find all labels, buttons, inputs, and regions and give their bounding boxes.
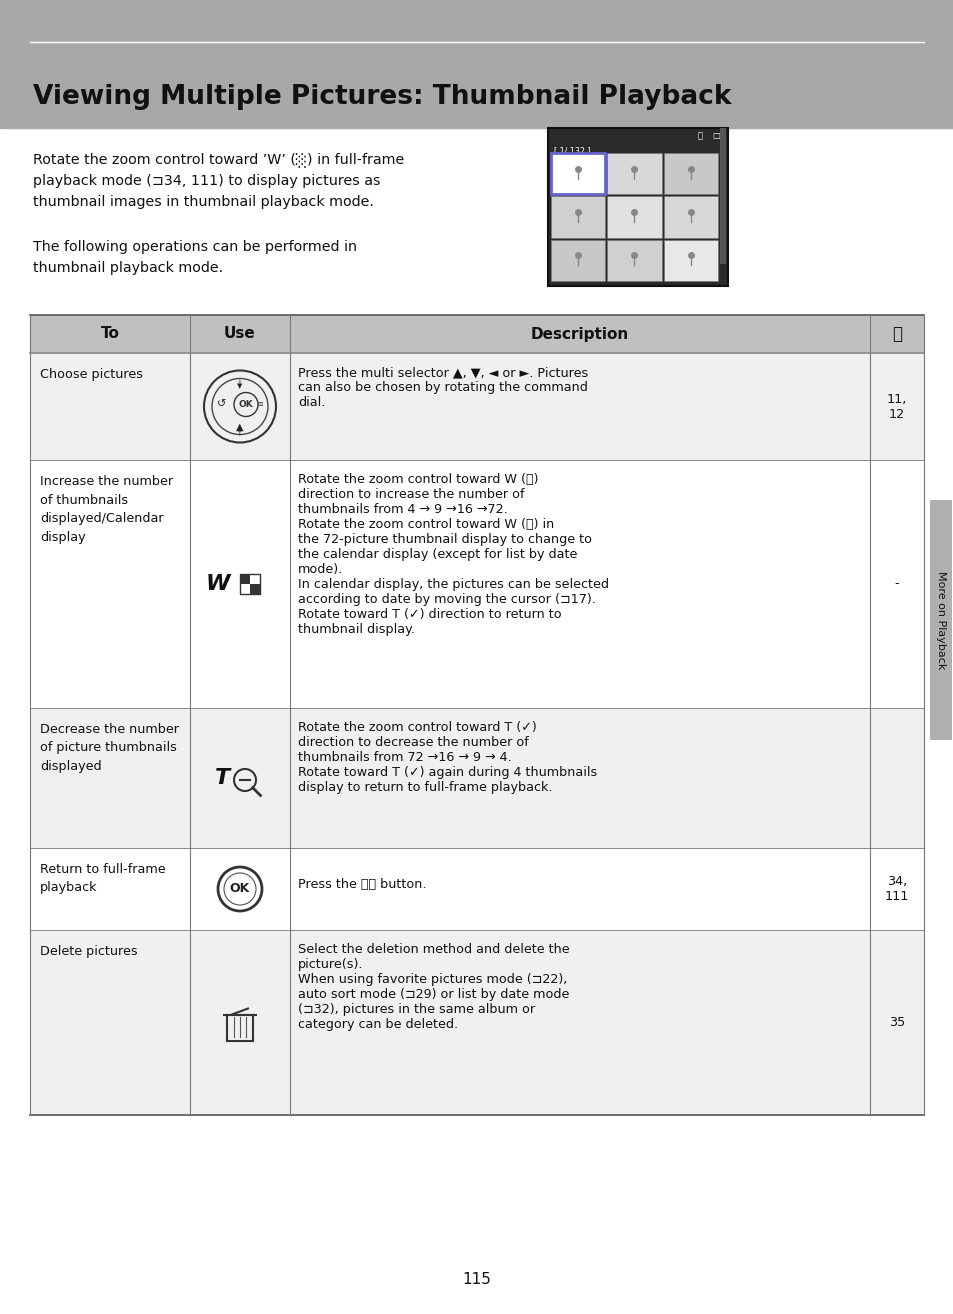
Bar [607,196,661,238]
Bar [30,708,923,848]
Text: 35: 35 [888,1016,904,1029]
Bar [663,152,718,194]
Text: display to return to full-frame playback.: display to return to full-frame playback… [297,781,552,794]
Text: Rotate toward T (✓) again during 4 thumbnails: Rotate toward T (✓) again during 4 thumb… [297,766,597,779]
Text: Press the ⓀⓀ button.: Press the ⓀⓀ button. [297,878,426,891]
Bar [30,930,923,1116]
Text: OK: OK [238,399,253,409]
Text: thumbnails from 72 →16 → 9 → 4.: thumbnails from 72 →16 → 9 → 4. [297,752,511,763]
Text: ↓: ↓ [236,377,243,384]
Bar [551,196,605,238]
Text: Description: Description [530,326,628,342]
Bar [240,574,250,583]
Bar [720,127,725,264]
Bar [607,239,661,281]
Text: the 72-picture thumbnail display to change to: the 72-picture thumbnail display to chan… [297,533,592,547]
Text: W: W [205,574,230,594]
Text: †: † [238,430,241,435]
Text: mode).: mode). [297,562,343,576]
Text: Delete pictures: Delete pictures [40,945,137,958]
Text: Press the multi selector ▲, ▼, ◄ or ►. Pictures: Press the multi selector ▲, ▼, ◄ or ►. P… [297,367,588,378]
Bar [227,1014,253,1041]
Bar [30,460,923,708]
Text: Rotate the zoom control toward W (⬛) in: Rotate the zoom control toward W (⬛) in [297,518,554,531]
Text: ≡: ≡ [255,399,264,410]
Text: auto sort mode (⊐29) or list by date mode: auto sort mode (⊐29) or list by date mod… [297,988,569,1001]
Text: direction to increase the number of: direction to increase the number of [297,487,524,501]
Text: More on Playback: More on Playback [935,570,945,669]
Bar [547,127,727,286]
Text: To: To [100,326,119,342]
Text: direction to decrease the number of: direction to decrease the number of [297,736,528,749]
Text: thumbnails from 4 → 9 →16 →72.: thumbnails from 4 → 9 →16 →72. [297,503,507,516]
Text: The following operations can be performed in
thumbnail playback mode.: The following operations can be performe… [33,240,356,275]
Text: T: T [214,767,230,788]
Text: Rotate the zoom control toward T (✓): Rotate the zoom control toward T (✓) [297,721,537,735]
Text: according to date by moving the cursor (⊐17).: according to date by moving the cursor (… [297,593,596,606]
Text: In calendar display, the pictures can be selected: In calendar display, the pictures can be… [297,578,608,591]
Bar [250,583,260,594]
Text: Use: Use [224,326,255,342]
Text: thumbnail display.: thumbnail display. [297,623,415,636]
Bar [551,239,605,281]
Bar [551,152,605,194]
Text: □: □ [711,131,720,141]
Bar [30,848,923,930]
Text: picture(s).: picture(s). [297,958,363,971]
Text: 34,
111: 34, 111 [883,875,908,903]
Text: ▲: ▲ [236,422,244,431]
Text: Rotate the zoom control toward ’W’ (░) in full-frame
playback mode (⊐34, 111) to: Rotate the zoom control toward ’W’ (░) i… [33,152,404,209]
Text: Rotate the zoom control toward W (⬛): Rotate the zoom control toward W (⬛) [297,473,537,486]
Text: Decrease the number
of picture thumbnails
displayed: Decrease the number of picture thumbnail… [40,723,179,773]
Bar [929,501,951,740]
Text: OK: OK [230,883,250,896]
Text: the calendar display (except for list by date: the calendar display (except for list by… [297,548,577,561]
Text: category can be deleted.: category can be deleted. [297,1018,457,1031]
Text: 11,
12: 11, 12 [886,393,906,420]
Text: Rotate toward T (✓) direction to return to: Rotate toward T (✓) direction to return … [297,608,561,622]
Bar [663,239,718,281]
Text: can also be chosen by rotating the command: can also be chosen by rotating the comma… [297,381,587,394]
Bar [0,0,953,127]
Text: [ 1/ 132 ]: [ 1/ 132 ] [554,146,590,155]
Text: Choose pictures: Choose pictures [40,368,143,381]
Text: ↺: ↺ [217,399,227,410]
Text: 🔒: 🔒 [698,131,702,141]
Text: Viewing Multiple Pictures: Thumbnail Playback: Viewing Multiple Pictures: Thumbnail Pla… [33,84,731,110]
Bar [607,152,661,194]
Text: Select the deletion method and delete the: Select the deletion method and delete th… [297,943,569,957]
Text: (⊐32), pictures in the same album or: (⊐32), pictures in the same album or [297,1003,535,1016]
Text: dial.: dial. [297,396,325,409]
Bar [30,315,923,353]
Text: -: - [894,577,899,590]
Bar [30,353,923,460]
Text: ▼: ▼ [237,384,242,389]
Text: 115: 115 [462,1272,491,1286]
Text: Return to full-frame
playback: Return to full-frame playback [40,863,166,895]
Bar [663,196,718,238]
Text: Increase the number
of thumbnails
displayed/Calendar
display: Increase the number of thumbnails displa… [40,474,172,544]
Bar [240,574,260,594]
Text: When using favorite pictures mode (⊐22),: When using favorite pictures mode (⊐22), [297,972,567,986]
Text: 📖: 📖 [891,325,901,343]
